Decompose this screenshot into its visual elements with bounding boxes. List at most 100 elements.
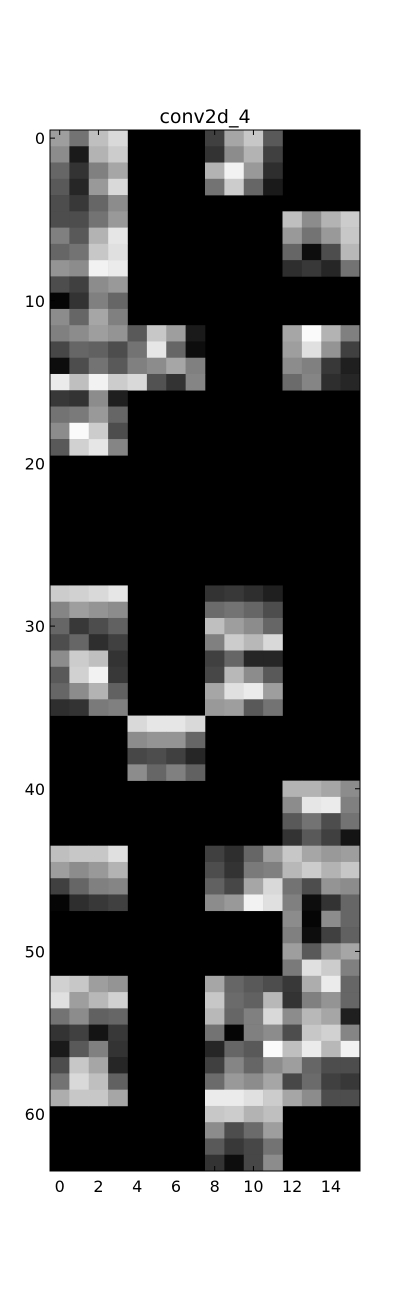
heatmap-cell [108, 130, 128, 147]
heatmap-cell [321, 373, 341, 391]
heatmap-cell [146, 748, 167, 765]
heatmap-cell [263, 1089, 283, 1107]
heatmap-cell [205, 617, 225, 635]
heatmap-cell [69, 341, 90, 359]
heatmap-cell [50, 992, 70, 1009]
heatmap-cell [88, 861, 109, 879]
heatmap-cell [224, 666, 245, 684]
heatmap-cell [205, 1073, 225, 1090]
heatmap-cell [263, 878, 283, 895]
heatmap-cell [88, 422, 109, 440]
heatmap-cell [88, 1008, 109, 1025]
heatmap-cell [301, 845, 322, 863]
heatmap-cell [50, 1008, 70, 1025]
heatmap-cell [108, 1073, 128, 1090]
heatmap-cell [50, 422, 70, 440]
heatmap-cell [243, 1040, 264, 1058]
heatmap-cell [243, 699, 264, 716]
heatmap-cell [224, 683, 245, 700]
heatmap-cell [282, 829, 303, 846]
heatmap-cell [205, 699, 225, 716]
heatmap-cell [69, 211, 90, 228]
heatmap-cell [69, 130, 90, 147]
heatmap-cell [263, 650, 283, 668]
x-tick-label: 12 [282, 1177, 302, 1196]
heatmap-cell [69, 357, 90, 375]
heatmap-cell [69, 1057, 90, 1074]
heatmap-cell [321, 341, 341, 359]
heatmap-cell [205, 1008, 225, 1025]
heatmap-cell [263, 683, 283, 700]
heatmap-cell [282, 845, 303, 863]
heatmap-cell [50, 1024, 70, 1042]
heatmap-cell [243, 1122, 264, 1139]
heatmap-cell [108, 308, 128, 326]
heatmap-cell [243, 1073, 264, 1090]
heatmap-cell [340, 1024, 361, 1042]
heatmap-cell [69, 845, 90, 863]
heatmap-cell [205, 1154, 225, 1172]
heatmap-cell [243, 861, 264, 879]
heatmap-cell [301, 325, 322, 342]
x-tick-label: 2 [93, 1177, 103, 1196]
heatmap-cell [50, 1040, 70, 1058]
heatmap-cell [108, 845, 128, 863]
heatmap-cell [321, 1040, 341, 1058]
heatmap-cell [243, 975, 264, 993]
heatmap-cell [205, 894, 225, 912]
heatmap-cell [263, 1122, 283, 1139]
heatmap-cell [108, 195, 128, 212]
heatmap-cell [321, 910, 341, 928]
heatmap-cell [243, 894, 264, 912]
heatmap-cell [263, 585, 283, 603]
heatmap-cell [263, 1154, 283, 1172]
heatmap-cell [166, 748, 186, 765]
heatmap-cell [224, 975, 245, 993]
heatmap-cell [243, 992, 264, 1009]
heatmap-cell [340, 927, 361, 944]
heatmap-cell [50, 601, 70, 619]
heatmap-cell [108, 894, 128, 912]
heatmap-cell [263, 146, 283, 163]
heatmap-cell [166, 731, 186, 749]
heatmap-cell [108, 357, 128, 375]
heatmap-cell [224, 894, 245, 912]
heatmap-cell [224, 699, 245, 716]
heatmap-cell [301, 1008, 322, 1025]
heatmap-cell [321, 211, 341, 228]
heatmap-cell [205, 861, 225, 879]
heatmap-cell [282, 211, 303, 228]
heatmap-cell [88, 260, 109, 277]
heatmap-cell [69, 406, 90, 424]
heatmap-cell [205, 975, 225, 993]
heatmap-cell [243, 146, 264, 163]
heatmap-cell [263, 975, 283, 993]
heatmap-cell [301, 878, 322, 895]
x-tick-label: 14 [321, 1177, 341, 1196]
heatmap-cell [321, 943, 341, 960]
heatmap-cell [282, 1057, 303, 1074]
heatmap-cell [50, 341, 70, 359]
y-tick-label: 40 [25, 780, 45, 799]
heatmap-cell [127, 373, 148, 391]
heatmap-cell [127, 715, 148, 733]
heatmap-cell [340, 211, 361, 228]
heatmap-cell [69, 975, 90, 993]
heatmap-cell [108, 1089, 128, 1107]
heatmap-cell [88, 1089, 109, 1107]
heatmap-cell [282, 927, 303, 944]
y-tick-label: 10 [25, 292, 45, 311]
heatmap-cell [108, 178, 128, 196]
heatmap-cell [88, 439, 109, 456]
heatmap-cell [301, 927, 322, 944]
heatmap-cell [205, 992, 225, 1009]
heatmap-cell [301, 341, 322, 359]
heatmap-cell [205, 634, 225, 651]
heatmap-cell [127, 731, 148, 749]
heatmap-cell [108, 634, 128, 651]
heatmap-cell [69, 666, 90, 684]
heatmap-cell [50, 1089, 70, 1107]
heatmap-cell [243, 1154, 264, 1172]
heatmap-cell [321, 243, 341, 261]
heatmap-cell [224, 146, 245, 163]
